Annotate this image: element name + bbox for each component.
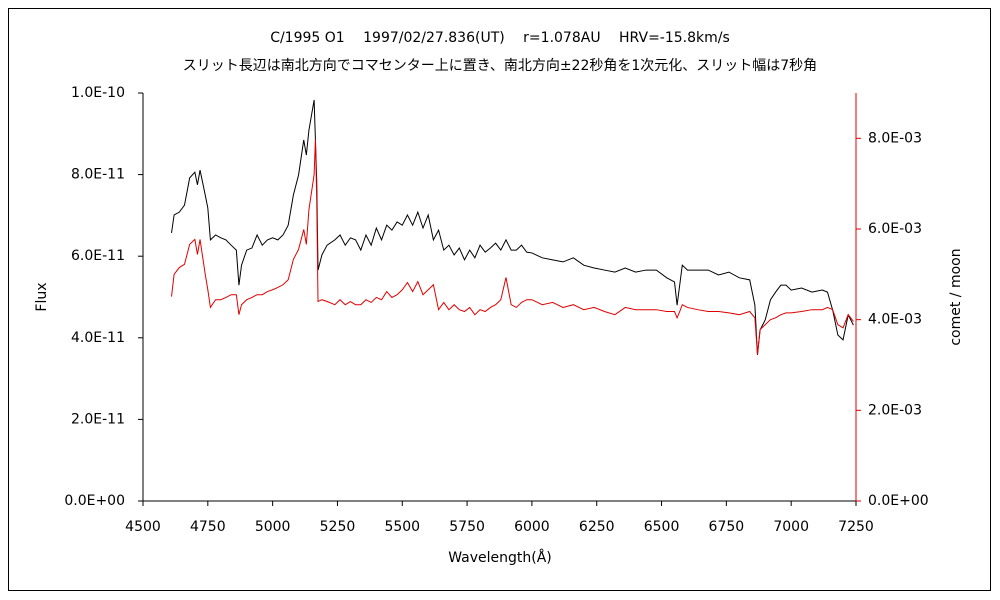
series-line [171,99,854,355]
y2-tick-label: 2.0E-03 [868,402,922,418]
x-tick-label: 5250 [320,519,356,535]
y2-axis-label: comet / moon [948,248,964,345]
y2-tick-label: 0.0E+00 [868,493,929,509]
x-tick-label: 6750 [709,519,745,535]
x-tick-label: 4500 [125,519,161,535]
y-tick-label: 0.0E+00 [64,493,125,509]
y-tick-label: 2.0E-11 [71,411,125,427]
chart-frame [8,8,991,591]
y2-tick-label: 4.0E-03 [868,312,922,328]
y-tick-label: 8.0E-11 [71,167,125,183]
x-tick-label: 6000 [514,519,550,535]
x-tick-label: 6250 [579,519,615,535]
x-tick-label: 7250 [838,519,874,535]
x-tick-label: 5000 [255,519,291,535]
y2-tick-label: 6.0E-03 [868,221,922,237]
y2-tick-label: 8.0E-03 [868,130,922,146]
chart-subtitle: スリット長辺は南北方向でコマセンター上に置き、南北方向±22秒角を1次元化、スリ… [183,58,817,74]
x-tick-label: 5750 [449,519,485,535]
x-tick-label: 5500 [384,519,420,535]
x-axis-label: Wavelength(Å) [448,549,552,566]
series-line [171,139,854,355]
x-tick-label: 7000 [773,519,809,535]
chart-title: C/1995 O1 1997/02/27.836(UT) r=1.078AU H… [270,30,730,46]
y-axis-label: Flux [34,282,50,311]
y-tick-label: 1.0E-10 [71,85,125,101]
x-tick-label: 4750 [190,519,226,535]
y-tick-label: 4.0E-11 [71,330,125,346]
y-tick-label: 6.0E-11 [71,248,125,264]
x-tick-label: 6500 [644,519,680,535]
